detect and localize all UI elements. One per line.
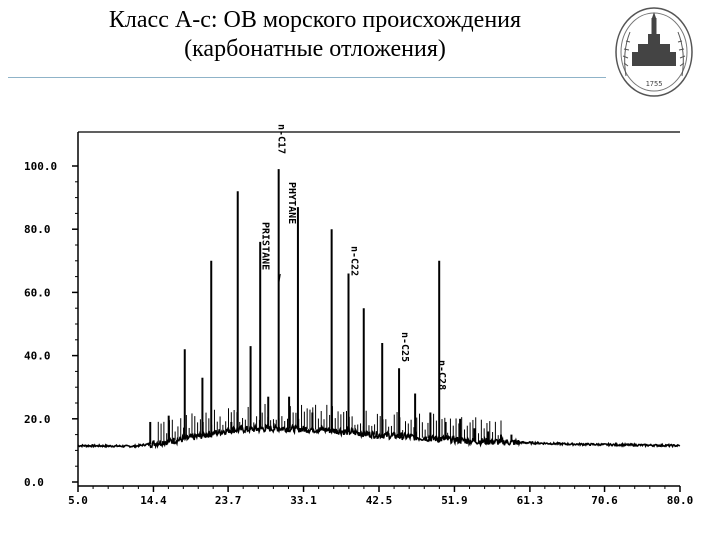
annotation-arrow (278, 273, 281, 285)
x-tick-label: 33.1 (290, 494, 317, 507)
peak-label: n-C17 (275, 124, 286, 154)
x-tick-label: 51.9 (441, 494, 468, 507)
x-tick-label: 70.6 (591, 494, 618, 507)
x-tick-label: 23.7 (215, 494, 242, 507)
plot-area (77, 169, 681, 450)
peak-label: PRISTANE (259, 222, 270, 270)
baseline-trace (77, 422, 681, 450)
y-tick-label: 60.0 (24, 286, 51, 299)
chromatogram: 0.0 20.0 40.0 60.0 80.0 100.0 5.0 14.4 23.7 33.1 4… (24, 124, 694, 507)
y-tick-label: 80.0 (24, 223, 51, 236)
x-tick-label: 14.4 (140, 494, 167, 507)
slide-title: Класс А-с: ОВ морского происхождения (ка… (20, 6, 610, 64)
x-tick-label: 80.0 (667, 494, 694, 507)
title-line-1: Класс А-с: ОВ морского происхождения (108, 7, 522, 33)
peak-annotations: n-C17 PHYTANE PRISTANE n-C22 n-C25 n-C28 (259, 124, 447, 390)
y-tick-label: 20.0 (24, 413, 51, 426)
x-tick-label: 61.3 (517, 494, 544, 507)
peak-label: n-C28 (436, 360, 447, 390)
axes: 0.0 20.0 40.0 60.0 80.0 100.0 5.0 14.4 23.7 33.1 4… (24, 131, 694, 507)
y-tick-label: 100.0 (24, 160, 57, 173)
peak-label: PHYTANE (286, 182, 297, 224)
x-tick-label: 5.0 (68, 494, 88, 507)
university-emblem-icon: 1755 (615, 7, 693, 97)
title-divider (8, 77, 606, 78)
emblem-year: 1755 (646, 80, 663, 88)
x-tick-label: 42.5 (366, 494, 393, 507)
y-tick-label: 0.0 (24, 476, 44, 489)
title-line-2: (карбонатные отложения) (184, 36, 446, 62)
peak-label: n-C25 (399, 332, 410, 362)
y-tick-label: 40.0 (24, 350, 51, 363)
peak-label: n-C22 (348, 246, 359, 276)
